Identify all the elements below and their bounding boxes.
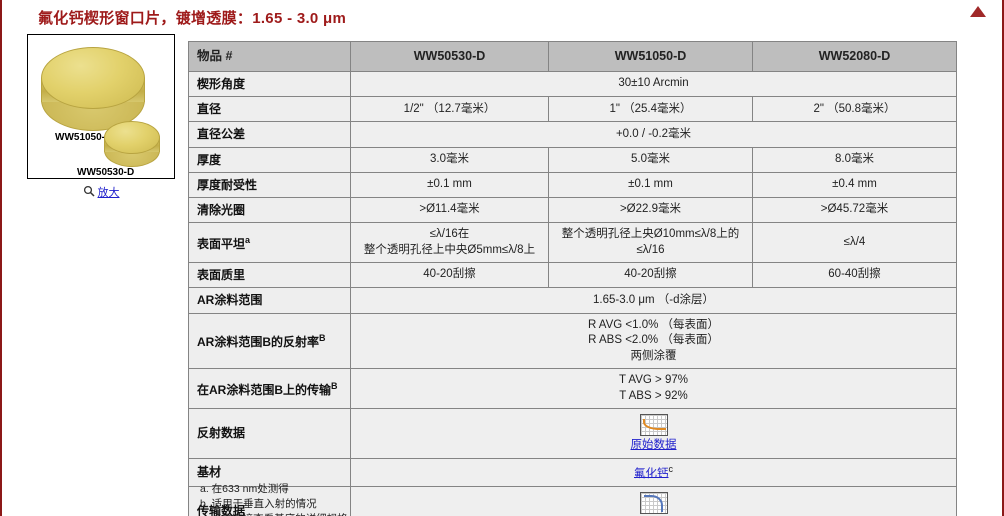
row-value: 3.0毫米 <box>350 146 549 173</box>
row-label: 基材 <box>188 457 351 487</box>
row-value: 40-20刮擦 <box>350 262 549 289</box>
lens-image-small <box>104 121 160 167</box>
footnote-b: b. 适用于垂直入射的情况 <box>200 498 317 511</box>
header-item-number: 物品 # <box>188 41 351 72</box>
footnote-c: c. 点击链接查看基底的详细规格 <box>200 512 348 516</box>
footnotes: a. 在633 nm处测得 b. 适用于垂直入射的情况 c. 点击链接查看基底的… <box>200 482 348 516</box>
table-row: 楔形角度 30±10 Arcmin <box>188 70 957 98</box>
row-value: 1/2" （12.7毫米） <box>350 96 549 123</box>
row-label: 传输数据 <box>188 485 351 516</box>
row-label: 厚度耐受性 <box>188 171 351 198</box>
row-value: +0.0 / -0.2毫米 <box>350 121 957 148</box>
reflection-chart-thumbnail-icon[interactable] <box>639 414 668 437</box>
row-value[interactable]: 原始数据 <box>350 408 957 459</box>
row-value[interactable]: 原始数据 <box>350 485 957 516</box>
row-label: AR涂料范围 <box>188 287 351 314</box>
scroll-to-top-triangle-icon[interactable] <box>970 6 986 17</box>
row-label: AR涂料范围B的反射率B <box>188 312 351 370</box>
lens-top-face <box>41 47 145 109</box>
table-row: 表面平坦a ≤λ/16在 整个透明孔径上中央Ø5mm≤λ/8上 整个透明孔径上央Ø10… <box>188 222 957 264</box>
row-label: 表面质里 <box>188 262 351 289</box>
table-row: 厚度 3.0毫米 5.0毫米 8.0毫米 <box>188 146 957 173</box>
lens-image-large <box>41 47 145 131</box>
row-value: ±0.1 mm <box>350 171 549 198</box>
row-value: 30±10 Arcmin <box>350 70 957 98</box>
row-label: 直径公差 <box>188 121 351 148</box>
row-label-footnote-marker: a <box>245 234 251 245</box>
lens-label-large: WW51050-D <box>55 132 113 143</box>
footnote-a: a. 在633 nm处测得 <box>200 483 289 495</box>
row-value: ≤λ/4 <box>752 222 957 264</box>
header-ww52080d: WW52080-D <box>752 41 957 72</box>
table-body: 楔形角度 30±10 Arcmin 直径 1/2" （12.7毫米） 1" （25.4毫… <box>188 70 957 516</box>
magnify-link[interactable]: 放大 <box>97 187 120 199</box>
header-ww50530d: WW50530-D <box>350 41 549 72</box>
row-value: ≤λ/16在 整个透明孔径上中央Ø5mm≤λ/8上 <box>350 222 549 264</box>
row-value: ±0.4 mm <box>752 171 957 198</box>
row-value: 5.0毫米 <box>548 146 753 173</box>
row-value: 8.0毫米 <box>752 146 957 173</box>
row-label: 反射数据 <box>188 408 351 459</box>
table-header-row: 物品 # WW50530-D WW51050-D WW52080-D <box>188 41 957 72</box>
row-value[interactable]: 氟化钙c <box>350 457 957 487</box>
row-value: 1" （25.4毫米） <box>548 96 753 123</box>
row-label-footnote-marker: B <box>331 380 338 391</box>
table-row: 反射数据原始数据 <box>188 408 957 459</box>
row-label: 表面平坦a <box>188 222 351 264</box>
magnify-row: 放大 <box>27 184 175 200</box>
substrate-link[interactable]: 氟化钙 <box>634 467 669 480</box>
page-title: 氟化钙楔形窗口片，镀增透膜：1.65 - 3.0 μm <box>38 10 347 27</box>
value-footnote-marker: c <box>668 463 674 474</box>
row-label-footnote-marker: B <box>319 332 326 343</box>
product-image-panel: WW51050-D WW50530-D <box>27 34 175 179</box>
row-value: 40-20刮擦 <box>548 262 753 289</box>
table-row: 厚度耐受性 ±0.1 mm ±0.1 mm ±0.4 mm <box>188 171 957 198</box>
lens-label-small: WW50530-D <box>77 167 135 178</box>
header-ww51050d: WW51050-D <box>548 41 753 72</box>
row-label: 厚度 <box>188 146 351 173</box>
table-row: 基材 氟化钙c <box>188 457 957 487</box>
magnifier-icon <box>83 185 95 200</box>
row-label: 楔形角度 <box>188 70 351 98</box>
row-value: 1.65-3.0 μm （-d涂层） <box>350 287 957 314</box>
row-value: >Ø45.72毫米 <box>752 196 957 224</box>
table-row: 直径公差 +0.0 / -0.2毫米 <box>188 121 957 148</box>
row-value: >Ø11.4毫米 <box>350 196 549 224</box>
raw-data-link[interactable]: 原始数据 <box>630 439 677 452</box>
transmission-chart-thumbnail-icon[interactable] <box>639 491 668 514</box>
lens-top-face <box>104 121 160 154</box>
row-label: 清除光圈 <box>188 196 351 224</box>
row-value: >Ø22.9毫米 <box>548 196 753 224</box>
table-row: 表面质里 40-20刮擦 40-20刮擦 60-40刮擦 <box>188 262 957 289</box>
table-row: 传输数据原始数据 <box>188 485 957 516</box>
row-value: 整个透明孔径上央Ø10mm≤λ/8上的 ≤λ/16 <box>548 222 753 264</box>
row-value: R AVG <1.0% （每表面） R ABS <2.0% （每表面） 两侧涂覆 <box>350 312 957 370</box>
row-value: ±0.1 mm <box>548 171 753 198</box>
row-value: 60-40刮擦 <box>752 262 957 289</box>
row-label: 直径 <box>188 96 351 123</box>
table-row: 清除光圈 >Ø11.4毫米 >Ø22.9毫米 >Ø45.72毫米 <box>188 196 957 224</box>
row-label: 在AR涂料范围B上的传输B <box>188 368 351 410</box>
table-row: 在AR涂料范围B上的传输B T AVG > 97% T ABS > 92% <box>188 368 957 410</box>
row-value: 2" （50.8毫米） <box>752 96 957 123</box>
specification-table: 物品 # WW50530-D WW51050-D WW52080-D 楔形角度 3… <box>188 41 957 516</box>
table-row: AR涂料范围B的反射率B R AVG <1.0% （每表面） R ABS <2.0%… <box>188 312 957 370</box>
row-value: T AVG > 97% T ABS > 92% <box>350 368 957 410</box>
table-row: 直径 1/2" （12.7毫米） 1" （25.4毫米） 2" （50.8毫米） <box>188 96 957 123</box>
table-row: AR涂料范围 1.65-3.0 μm （-d涂层） <box>188 287 957 314</box>
